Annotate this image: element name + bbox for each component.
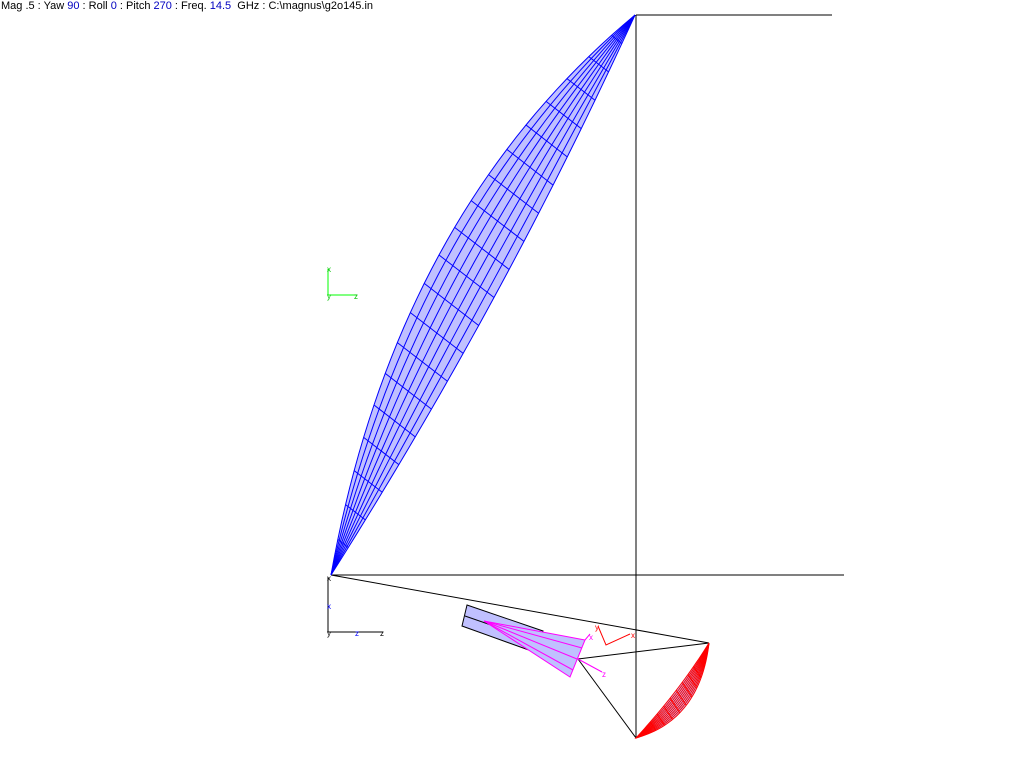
reflector-mesh-line — [635, 642, 710, 739]
pitch-label: : Pitch — [116, 0, 154, 12]
reflector-mesh-line — [410, 312, 464, 354]
reflector-mesh-line — [566, 78, 596, 101]
view-status-bar: Mag .5 : Yaw 90 : Roll 0 : Pitch 270 : F… — [1, 0, 373, 13]
reflector-mesh-line — [635, 642, 710, 739]
roll-value: 0 — [110, 0, 117, 12]
ray-line — [577, 642, 710, 660]
reflector-mesh-line — [588, 56, 609, 73]
reflector-surface — [634, 642, 710, 739]
red-y-label: y — [595, 623, 599, 632]
reflector-mesh-line — [642, 729, 647, 735]
reflector-mesh-line — [384, 373, 432, 410]
reflector-mesh-line — [656, 713, 665, 726]
reflector-mesh-line — [470, 200, 525, 242]
red-x-label: x — [631, 631, 635, 640]
reflector-mesh-line — [635, 642, 710, 739]
reflector-mesh-line — [663, 705, 673, 720]
reflector-mesh-line — [687, 674, 698, 689]
green-y-label: y — [327, 292, 331, 301]
green-x-label: x — [327, 265, 331, 274]
main-reflector[interactable] — [330, 14, 636, 576]
roll-label: : Roll — [79, 0, 111, 12]
reflector-surface — [330, 14, 636, 576]
reflector-mesh-line — [635, 642, 710, 739]
reflector-mesh-line — [635, 642, 710, 739]
reflector-mesh-line — [506, 149, 554, 186]
reflector-mesh-line — [635, 642, 710, 739]
feed-axis-z — [577, 658, 603, 673]
reflector-mesh-line — [681, 682, 693, 698]
reflector-mesh-line — [611, 35, 623, 44]
green-z-label: z — [354, 292, 358, 301]
mag-label: Mag .5 : Yaw — [1, 0, 68, 12]
ray-line — [577, 658, 637, 739]
reflector-mesh-line — [635, 642, 710, 739]
reflector-mesh-line — [698, 658, 705, 668]
sub-reflector[interactable] — [634, 642, 710, 739]
reflector-mesh-line — [703, 650, 708, 656]
pitch-value: 270 — [153, 0, 172, 12]
feed-ray — [483, 620, 583, 649]
feed-axis-x — [584, 633, 591, 641]
blue-x-label: x — [327, 602, 331, 611]
freq-value: 14.5 — [209, 0, 232, 12]
reflector-mesh-line — [545, 101, 582, 129]
frame-lines — [330, 14, 844, 739]
feed-horn[interactable]: x z — [461, 604, 606, 679]
sub-reflector-axes — [597, 625, 631, 646]
reflector-mesh-line — [363, 437, 400, 465]
file-path: GHz : C:\magnus\g2o145.in — [231, 0, 374, 12]
reflector-mesh-line — [635, 642, 710, 739]
reflector-mesh-line — [675, 689, 687, 706]
yaw-value: 90 — [67, 0, 80, 12]
reflector-mesh-line — [488, 174, 539, 214]
reflector-mesh-line — [525, 124, 568, 158]
reflector-mesh-line — [438, 254, 495, 298]
black-y-label: y — [327, 629, 331, 638]
reflector-mesh-line — [669, 697, 681, 714]
feed-ray — [483, 620, 578, 660]
reflector-mesh-line — [397, 342, 448, 382]
feed-ray — [483, 620, 574, 671]
ray-line — [330, 574, 710, 644]
blue-z-label: z — [355, 629, 359, 638]
reflector-mesh-line — [373, 404, 416, 438]
reflector-mesh-line — [423, 283, 479, 326]
origin-x-label: x — [327, 574, 331, 583]
reflector-mesh-line — [337, 539, 349, 548]
reflector-mesh-line — [345, 504, 366, 521]
reflector-mesh-line — [353, 470, 383, 493]
global-axes: x y z — [327, 265, 358, 301]
reflector-mesh-line — [635, 642, 710, 739]
reflector-mesh-line — [649, 721, 657, 731]
feed-x-label: x — [589, 633, 593, 642]
freq-label: : Freq. — [171, 0, 210, 12]
origin-axes: x x z z y — [327, 574, 384, 638]
reflector-mesh-line — [454, 227, 510, 270]
black-z-label: z — [380, 629, 384, 638]
feed-z-label: z — [602, 670, 606, 679]
reflector-mesh-line — [693, 666, 702, 679]
